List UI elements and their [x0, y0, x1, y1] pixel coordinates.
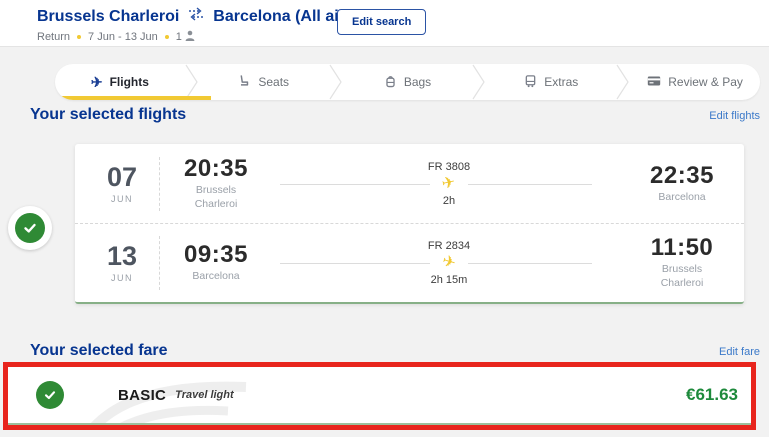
search-summary-header: Brussels Charleroi Barcelona (All airpor… — [0, 0, 769, 47]
chevron-right-icon — [329, 64, 343, 100]
fare-section-title: Your selected fare — [30, 342, 168, 359]
return-month: JUN — [111, 273, 133, 283]
bus-icon — [524, 74, 537, 90]
route-swap-icon — [186, 7, 206, 26]
return-flight-number: FR 2834 — [427, 240, 471, 252]
tab-label: Review & Pay — [668, 75, 743, 89]
trip-dates: 7 Jun - 13 Jun — [88, 31, 158, 43]
outbound-date: 07 JUN — [91, 161, 153, 204]
tab-label: Extras — [544, 75, 579, 89]
active-tab-underline — [55, 96, 211, 100]
tab-seats[interactable]: Seats — [199, 64, 329, 100]
outbound-departure: 20:35 Brussels Charleroi — [168, 156, 264, 211]
tab-label: Seats — [258, 75, 290, 89]
outbound-month: JUN — [111, 193, 133, 204]
flights-section-header: Your selected flights Edit flights — [30, 106, 760, 124]
edit-fare-link[interactable]: Edit fare — [719, 346, 760, 358]
tab-review-pay[interactable]: Review & Pay — [630, 64, 760, 100]
outbound-departure-time: 20:35 — [184, 154, 248, 182]
separator-dot — [77, 35, 82, 39]
return-duration: 2h 15m — [430, 274, 468, 286]
fare-selected-check-icon — [36, 381, 64, 409]
fare-name: BASIC — [118, 386, 167, 404]
trip-summary: Return 7 Jun - 13 Jun 1 — [37, 30, 195, 44]
return-flight-path: FR 2834 ✈ 2h 15m — [264, 224, 634, 302]
outbound-arrival-time: 22:35 — [650, 161, 714, 189]
tab-label: Flights — [109, 75, 149, 89]
seat-icon — [238, 74, 251, 90]
divider — [159, 156, 160, 211]
chevron-right-icon — [472, 64, 486, 100]
flights-section-title: Your selected flights — [30, 106, 187, 123]
return-arrival-time: 11:50 — [650, 234, 714, 262]
route-origin: Brussels Charleroi — [37, 7, 180, 25]
selected-fare-card[interactable]: BASIC Travel light €61.63 — [8, 367, 752, 425]
fare-tagline: Travel light — [175, 389, 234, 401]
chevron-right-icon — [616, 64, 630, 100]
plane-takeoff-icon: ✈ — [430, 173, 468, 193]
outbound-arrival-airport: Barcelona — [658, 190, 706, 203]
passenger-count: 1 — [175, 31, 182, 43]
person-icon — [185, 30, 195, 44]
return-departure: 09:35 Barcelona — [168, 242, 264, 284]
fare-price: €61.63 — [686, 385, 738, 404]
tab-bags[interactable]: Bags — [343, 64, 473, 100]
trip-type: Return — [37, 31, 71, 43]
edit-search-button[interactable]: Edit search — [337, 9, 427, 35]
harp-watermark — [90, 381, 247, 423]
fare-section-header: Your selected fare Edit fare — [30, 342, 760, 360]
return-arrival: 11:50 Brussels Charleroi — [634, 235, 730, 290]
outbound-flight-path: FR 3808 ✈ 2h — [264, 144, 634, 223]
divider — [159, 236, 160, 290]
selected-flights-card: 07 JUN 20:35 Brussels Charleroi FR 3808 … — [75, 144, 744, 304]
tab-extras[interactable]: Extras — [486, 64, 616, 100]
edit-flights-link[interactable]: Edit flights — [709, 110, 760, 122]
outbound-day: 07 — [106, 161, 138, 192]
tab-flights[interactable]: ✈ Flights — [55, 64, 211, 100]
separator-dot — [164, 35, 169, 39]
outbound-flight-row: 07 JUN 20:35 Brussels Charleroi FR 3808 … — [75, 144, 744, 223]
flights-selected-check-icon — [8, 206, 52, 250]
return-day: 13 — [106, 241, 138, 271]
chevron-right-icon — [185, 64, 199, 100]
outbound-departure-airport: Brussels Charleroi — [194, 183, 238, 210]
tab-label: Bags — [403, 75, 432, 89]
plane-landing-icon: ✈ — [430, 253, 468, 273]
passenger-summary: 1 — [176, 30, 195, 44]
booking-stepper: ✈ Flights Seats Bags — [55, 64, 760, 100]
plane-icon: ✈ — [90, 74, 103, 90]
outbound-duration: 2h — [442, 194, 456, 207]
return-departure-time: 09:35 — [184, 241, 248, 269]
outbound-arrival: 22:35 Barcelona — [634, 161, 730, 205]
return-arrival-airport: Brussels Charleroi — [660, 263, 704, 290]
credit-card-icon — [647, 75, 661, 89]
return-flight-row: 13 JUN 09:35 Barcelona FR 2834 ✈ 2h 15m … — [75, 223, 744, 302]
bag-icon — [384, 74, 397, 90]
return-date: 13 JUN — [91, 241, 153, 284]
outbound-flight-number: FR 3808 — [427, 160, 471, 173]
return-departure-airport: Barcelona — [192, 270, 240, 283]
